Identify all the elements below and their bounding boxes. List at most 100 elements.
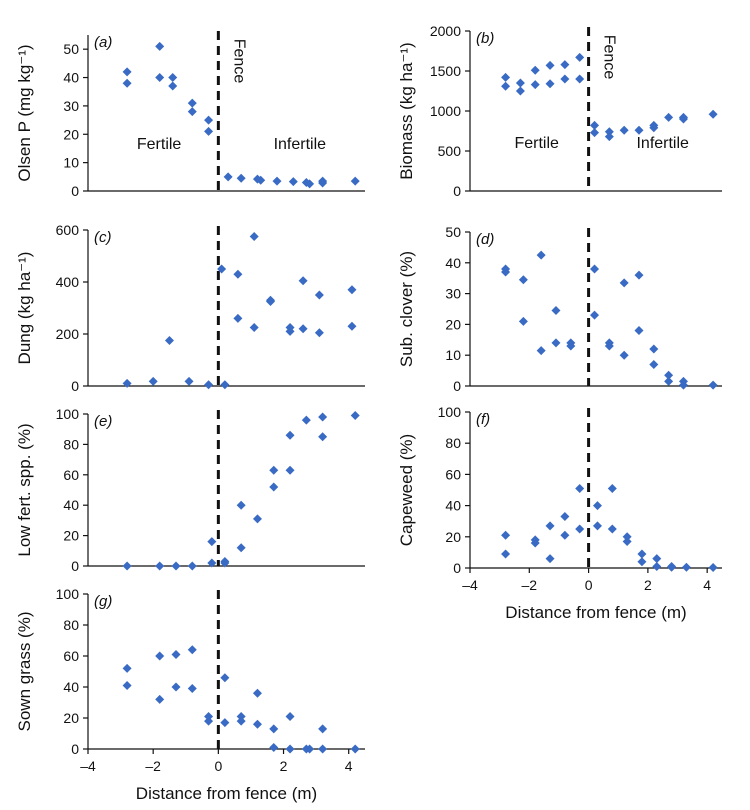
data-point	[634, 270, 644, 280]
y-tick-label: 1000	[430, 103, 461, 119]
panel-label: (a)	[94, 34, 112, 51]
data-point	[575, 483, 585, 493]
data-point	[207, 537, 217, 547]
x-tick-label: 2	[280, 758, 288, 774]
data-point	[708, 563, 718, 573]
data-point	[223, 172, 233, 182]
y-tick-label: 40	[63, 679, 79, 695]
y-tick-label: 0	[71, 183, 79, 199]
panel-c: 0 200 400 600 Dung (kg ha⁻¹) (c)	[15, 222, 365, 394]
x-tick-label: 2	[644, 577, 652, 593]
data-point	[122, 378, 132, 388]
data-point	[619, 125, 629, 135]
data-point	[708, 380, 718, 390]
y-axis-title: Low fert. spp. (%)	[15, 423, 34, 556]
y-tick-label: 10	[63, 155, 79, 171]
x-tick-label: 0	[585, 577, 593, 593]
y-tick-label: 100	[56, 586, 80, 602]
data-point	[233, 313, 243, 323]
data-point	[298, 276, 308, 286]
data-point	[155, 651, 165, 661]
data-point	[592, 521, 602, 531]
data-point	[122, 67, 132, 77]
data-point	[207, 558, 217, 568]
x-tick-label: –4	[462, 577, 478, 593]
y-tick-label: 20	[445, 529, 461, 545]
data-point	[187, 561, 197, 571]
data-point	[649, 359, 659, 369]
data-point	[515, 86, 525, 96]
y-tick-label: 20	[63, 126, 79, 142]
data-point	[622, 532, 632, 542]
data-point	[285, 326, 295, 336]
y-axis-title: Capeweed (%)	[397, 434, 416, 546]
infertile-annotation: Infertile	[274, 136, 327, 153]
data-point	[530, 80, 540, 90]
y-tick-label: 80	[63, 617, 79, 633]
data-point	[298, 324, 308, 334]
panel-label: (b)	[476, 30, 494, 47]
data-point	[314, 290, 324, 300]
fertile-annotation: Fertile	[514, 135, 559, 152]
y-axis-title: Sown grass (%)	[15, 612, 34, 732]
data-point	[285, 711, 295, 721]
data-point	[501, 72, 511, 82]
data-point	[536, 250, 546, 260]
data-point	[184, 376, 194, 386]
data-point	[604, 132, 614, 142]
data-point	[518, 316, 528, 326]
data-point	[220, 673, 230, 683]
y-tick-label: 0	[453, 560, 461, 576]
data-point	[575, 524, 585, 534]
data-point	[678, 380, 688, 390]
data-point	[545, 79, 555, 89]
data-point	[530, 65, 540, 75]
y-tick-label: 0	[453, 183, 461, 199]
y-tick-label: 50	[445, 224, 461, 240]
panel-f: 0 20 40 60 80 100 –4 –2 0 2 4 Distance from fence (…	[397, 404, 722, 622]
panel-label: (f)	[476, 411, 490, 428]
panel-b: 0 500 1000 1500 2000 Biomass (kg ha⁻¹) (b) Fert…	[397, 23, 722, 199]
data-point	[285, 430, 295, 440]
y-tick-label: 20	[445, 316, 461, 332]
data-point	[619, 278, 629, 288]
data-point	[285, 465, 295, 475]
data-point	[122, 680, 132, 690]
y-tick-label: 600	[56, 222, 80, 238]
data-point	[590, 120, 600, 130]
data-point	[664, 370, 674, 380]
data-point	[236, 543, 246, 553]
data-point	[530, 538, 540, 548]
data-point	[637, 549, 647, 559]
y-tick-label: 40	[445, 498, 461, 514]
data-point	[256, 175, 266, 185]
y-tick-label: 100	[438, 404, 462, 420]
data-point	[545, 521, 555, 531]
data-point	[204, 716, 214, 726]
panel-label: (d)	[476, 231, 494, 248]
data-point	[148, 376, 158, 386]
fence-annotation: Fence	[230, 39, 247, 84]
data-point	[501, 267, 511, 277]
data-point	[551, 306, 561, 316]
data-point	[171, 682, 181, 692]
data-point	[122, 663, 132, 673]
data-point	[301, 415, 311, 425]
data-point	[204, 115, 214, 125]
x-tick-label: 4	[345, 758, 353, 774]
data-point	[233, 269, 243, 279]
y-tick-label: 60	[63, 467, 79, 483]
y-tick-label: 60	[445, 466, 461, 482]
data-point	[314, 328, 324, 338]
data-point	[592, 501, 602, 511]
data-point	[249, 323, 259, 332]
data-point	[604, 127, 614, 137]
data-point	[649, 123, 659, 133]
y-tick-label: 2000	[430, 23, 461, 39]
data-point	[187, 107, 197, 117]
data-point	[678, 114, 688, 124]
y-axis-title: Biomass (kg ha⁻¹)	[397, 42, 416, 179]
data-point	[652, 554, 662, 564]
data-point	[204, 711, 214, 721]
x-tick-label: –2	[145, 758, 161, 774]
